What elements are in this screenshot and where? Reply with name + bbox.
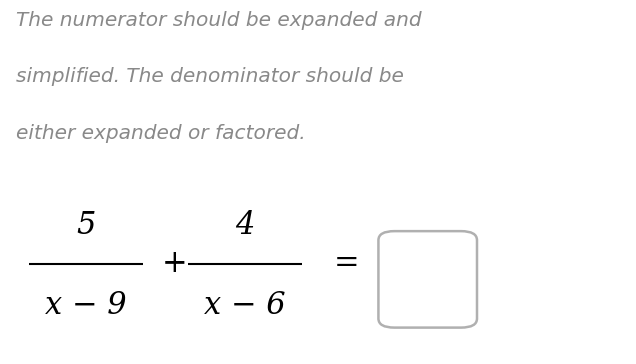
Text: 4: 4 xyxy=(235,210,254,241)
Text: simplified. The denominator should be: simplified. The denominator should be xyxy=(16,67,404,86)
Text: The numerator should be expanded and: The numerator should be expanded and xyxy=(16,11,422,30)
Text: x − 6: x − 6 xyxy=(204,290,286,321)
Text: 5: 5 xyxy=(76,210,95,241)
Text: +: + xyxy=(162,248,188,280)
Text: either expanded or factored.: either expanded or factored. xyxy=(16,124,305,143)
Text: =: = xyxy=(334,248,359,280)
FancyBboxPatch shape xyxy=(378,231,477,328)
Text: x − 9: x − 9 xyxy=(45,290,127,321)
